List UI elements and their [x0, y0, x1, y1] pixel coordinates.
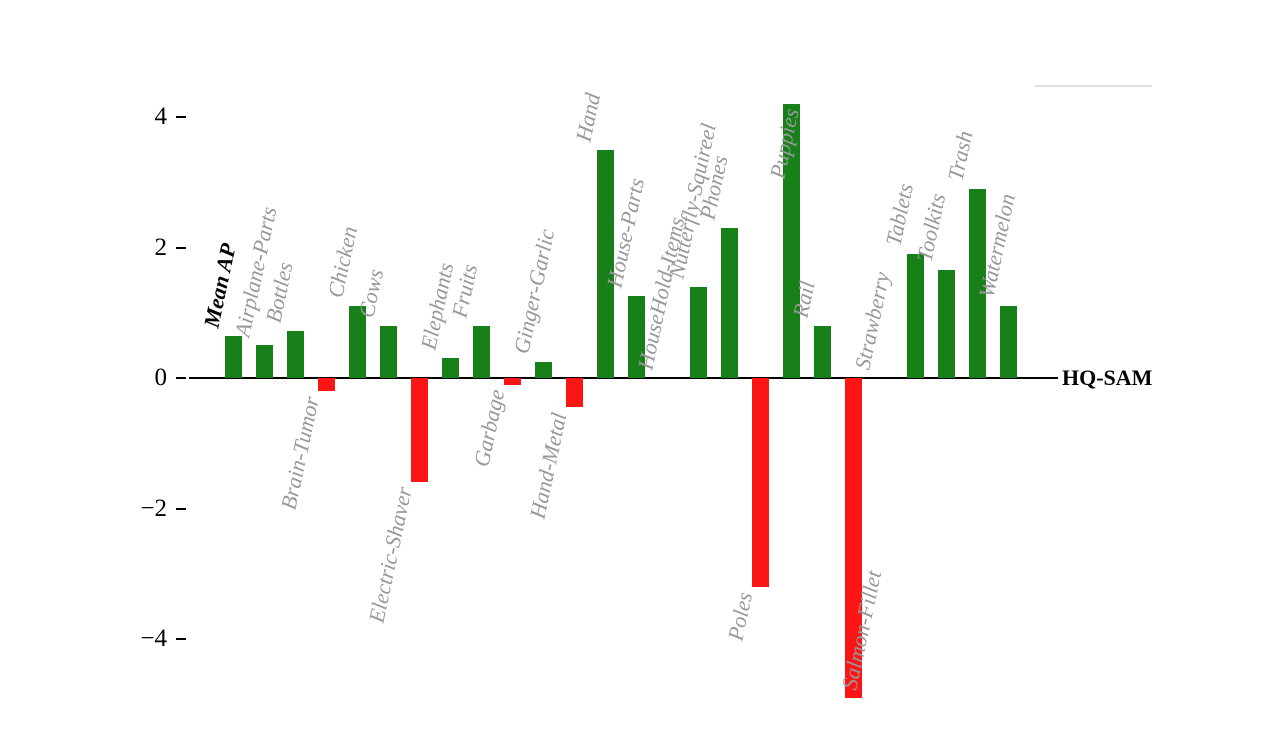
bar-trash — [969, 188, 986, 378]
bar-poles — [752, 378, 769, 587]
bar-cows — [380, 325, 397, 378]
bar-airplane-parts — [256, 345, 273, 378]
bar-watermelon — [1000, 306, 1017, 378]
bar-garbage — [504, 378, 521, 385]
y-tick-label: 0 — [154, 364, 168, 391]
y-tick-label: 4 — [154, 103, 168, 130]
category-label: Electric-Shaver — [363, 484, 417, 626]
bar-chicken — [349, 306, 366, 378]
category-label: Salmon-Fillet — [836, 567, 886, 692]
y-tick-label: 2 — [154, 233, 168, 261]
bar-puppies — [783, 103, 800, 378]
category-label: Toolkits — [911, 191, 950, 265]
bar-house-parts — [628, 296, 645, 378]
category-label: Trash — [942, 128, 977, 183]
bar-bottles — [287, 331, 304, 378]
category-label: Garbage — [468, 386, 510, 469]
y-tick-mark — [176, 638, 186, 640]
y-tick-label: −4 — [140, 625, 167, 652]
bar-hand-metal — [566, 378, 583, 408]
bar-toolkits — [938, 270, 955, 378]
bar-salmon-fillet — [845, 378, 862, 698]
bar-nutterfly-squireel — [690, 286, 707, 378]
bar-tablets — [907, 254, 924, 378]
category-label: Poles — [722, 589, 758, 643]
bar-elephants — [442, 358, 459, 378]
category-label: Tablets — [880, 181, 918, 248]
stray-gray-line — [1035, 85, 1152, 87]
y-tick-mark — [176, 116, 186, 118]
bar-mean-ap — [225, 335, 242, 378]
bar-hand — [597, 149, 614, 378]
x-axis-baseline — [189, 377, 1058, 379]
bar-ginger-garlic — [535, 361, 552, 378]
category-label: Brain-Tumor — [275, 393, 324, 512]
y-tick-mark — [176, 377, 186, 379]
bar-phones — [721, 227, 738, 378]
category-label: Strawberry — [849, 269, 895, 372]
category-label: Hand-Metal — [524, 410, 572, 521]
category-label: Chicken — [322, 224, 362, 301]
y-tick-mark — [176, 246, 186, 249]
y-tick-label: −2 — [140, 494, 167, 522]
bar-rail — [814, 325, 831, 378]
y-tick-mark — [176, 507, 186, 510]
category-label: Cows — [353, 266, 388, 320]
category-label: Hand — [570, 90, 605, 144]
category-label: Ginger-Garlic — [508, 226, 559, 356]
baseline-label: HQ-SAM — [1062, 365, 1153, 390]
bar-electric-shaver — [411, 378, 428, 483]
bar-fruits — [473, 325, 490, 378]
bar-brain-tumor — [318, 378, 335, 392]
